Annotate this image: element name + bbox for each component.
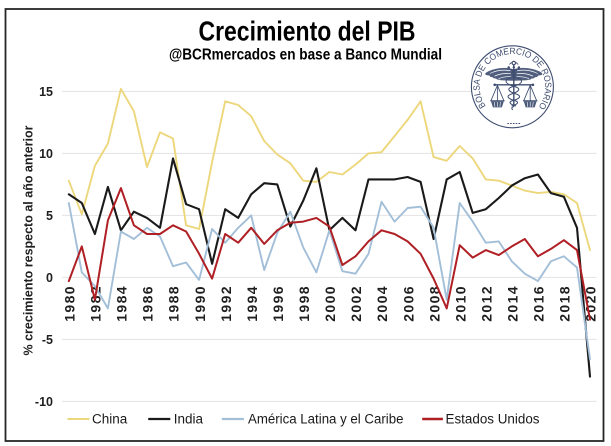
svg-text:5: 5 xyxy=(46,209,53,223)
svg-text:1984: 1984 xyxy=(114,285,130,322)
svg-text:0: 0 xyxy=(46,271,53,285)
svg-text:2000: 2000 xyxy=(322,285,338,322)
svg-text:1994: 1994 xyxy=(244,285,260,322)
svg-text:Crecimiento del PIB: Crecimiento del PIB xyxy=(199,16,416,47)
svg-text:2018: 2018 xyxy=(557,285,573,322)
svg-text:Estados Unidos: Estados Unidos xyxy=(446,412,540,427)
svg-text:1998: 1998 xyxy=(296,285,312,322)
svg-text:1992: 1992 xyxy=(218,285,234,322)
svg-text:2006: 2006 xyxy=(400,285,416,322)
svg-text:2020: 2020 xyxy=(583,285,599,322)
svg-text:-10: -10 xyxy=(35,395,53,409)
svg-text:@BCRmercados en base a Banco M: @BCRmercados en base a Banco Mundial xyxy=(169,47,442,64)
svg-text:India: India xyxy=(174,412,204,427)
svg-text:China: China xyxy=(92,412,128,427)
svg-text:2004: 2004 xyxy=(374,285,390,322)
svg-text:2014: 2014 xyxy=(505,285,521,322)
svg-text:2002: 2002 xyxy=(348,285,364,322)
svg-text:10: 10 xyxy=(39,147,53,161)
svg-text:2010: 2010 xyxy=(452,285,468,322)
svg-text:-5: -5 xyxy=(42,333,53,347)
svg-text:2008: 2008 xyxy=(426,285,442,322)
svg-text:1990: 1990 xyxy=(192,285,208,322)
svg-text:1988: 1988 xyxy=(166,285,182,322)
svg-text:15: 15 xyxy=(39,85,53,99)
svg-text:% crecimiento respecto al año: % crecimiento respecto al año anterior xyxy=(22,125,36,355)
svg-text:1980: 1980 xyxy=(62,285,78,322)
svg-text:2012: 2012 xyxy=(479,285,495,322)
svg-text:América Latina y el Caribe: América Latina y el Caribe xyxy=(248,412,404,427)
svg-text:1996: 1996 xyxy=(270,285,286,322)
svg-text:1986: 1986 xyxy=(140,285,156,322)
svg-text:2016: 2016 xyxy=(531,285,547,322)
